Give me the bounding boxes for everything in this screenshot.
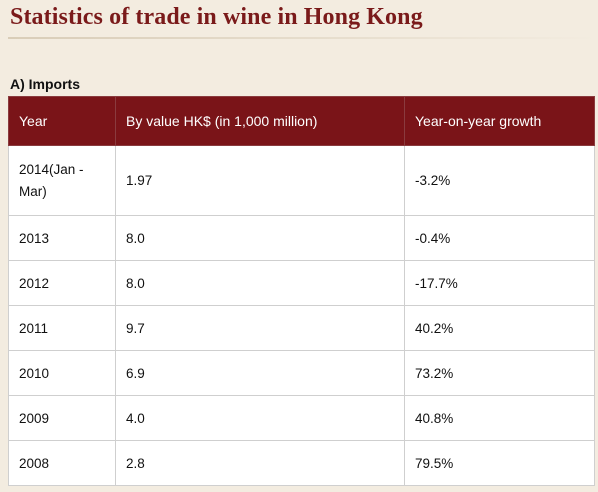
growth-cell: -3.2% xyxy=(404,145,595,216)
header-year: Year xyxy=(8,96,116,146)
year-cell: 2009 xyxy=(8,395,116,441)
imports-table: Year By value HK$ (in 1,000 million) Yea… xyxy=(8,96,595,486)
table-row: 2009 4.0 40.8% xyxy=(8,395,595,441)
table-header-row: Year By value HK$ (in 1,000 million) Yea… xyxy=(8,96,595,146)
value-cell: 4.0 xyxy=(115,395,405,441)
year-cell: 2011 xyxy=(8,305,116,351)
table-row: 2013 8.0 -0.4% xyxy=(8,215,595,261)
growth-cell: -0.4% xyxy=(404,215,595,261)
value-cell: 1.97 xyxy=(115,145,405,216)
growth-cell: -17.7% xyxy=(404,260,595,306)
header-growth: Year-on-year growth xyxy=(404,96,595,146)
title-divider xyxy=(8,37,598,39)
growth-cell: 40.8% xyxy=(404,395,595,441)
table-row: 2014(Jan - Mar) 1.97 -3.2% xyxy=(8,145,595,216)
growth-cell: 40.2% xyxy=(404,305,595,351)
year-cell: 2013 xyxy=(8,215,116,261)
year-cell: 2008 xyxy=(8,440,116,486)
value-cell: 8.0 xyxy=(115,260,405,306)
table-row: 2012 8.0 -17.7% xyxy=(8,260,595,306)
year-cell: 2014(Jan - Mar) xyxy=(8,145,116,216)
value-cell: 2.8 xyxy=(115,440,405,486)
section-heading: A) Imports xyxy=(10,76,80,92)
value-cell: 8.0 xyxy=(115,215,405,261)
header-value: By value HK$ (in 1,000 million) xyxy=(115,96,405,146)
table-row: 2008 2.8 79.5% xyxy=(8,440,595,486)
value-cell: 9.7 xyxy=(115,305,405,351)
growth-cell: 73.2% xyxy=(404,350,595,396)
year-cell: 2012 xyxy=(8,260,116,306)
value-cell: 6.9 xyxy=(115,350,405,396)
table-row: 2010 6.9 73.2% xyxy=(8,350,595,396)
growth-cell: 79.5% xyxy=(404,440,595,486)
year-cell: 2010 xyxy=(8,350,116,396)
table-row: 2011 9.7 40.2% xyxy=(8,305,595,351)
page-title: Statistics of trade in wine in Hong Kong xyxy=(10,4,423,30)
